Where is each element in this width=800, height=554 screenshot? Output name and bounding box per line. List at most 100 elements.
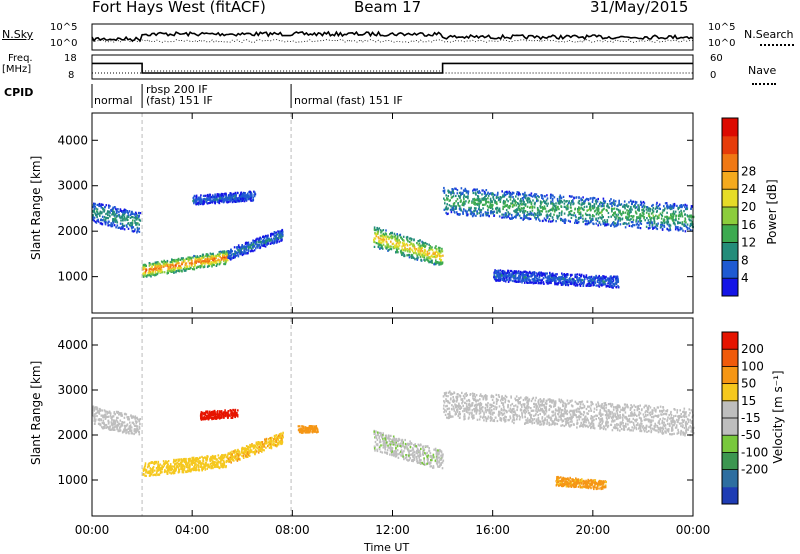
echo-cell: [629, 219, 631, 222]
echo-cell: [601, 202, 603, 205]
echo-cell: [463, 198, 465, 201]
echo-cell: [513, 270, 516, 273]
echo-cell: [406, 235, 409, 239]
echo-cell: [608, 206, 610, 209]
echo-cell: [200, 463, 202, 466]
echo-cell: [160, 269, 163, 272]
echo-cell: [653, 220, 656, 223]
echo-cell: [543, 199, 545, 203]
echo-cell: [530, 194, 532, 197]
echo-cell: [415, 252, 417, 255]
echo-cell: [101, 211, 103, 214]
echo-cell: [672, 210, 675, 213]
echo-cell: [555, 280, 557, 283]
echo-cell: [629, 199, 632, 202]
echo-cell: [651, 211, 654, 214]
echo-cell: [118, 226, 121, 229]
echo-cell: [233, 253, 235, 256]
echo-cell: [395, 251, 397, 254]
echo-cell: [575, 196, 578, 199]
power-echo-region-3: [192, 190, 257, 206]
echo-cell: [638, 207, 640, 210]
echo-cell: [562, 277, 565, 280]
echo-cell: [180, 464, 183, 467]
echo-cell: [643, 206, 645, 209]
echo-cell: [451, 190, 453, 193]
echo-cell: [528, 201, 531, 204]
echo-cell: [516, 193, 518, 196]
echo-cell: [567, 282, 569, 286]
echo-cell: [658, 207, 660, 210]
echo-cell: [639, 221, 641, 225]
echo-cell: [679, 226, 682, 229]
echo-cell: [631, 208, 633, 211]
echo-cell: [613, 199, 615, 202]
echo-cell: [413, 246, 416, 249]
echo-cell: [616, 224, 618, 227]
power-colorbar-tick-label-0: 4: [741, 271, 749, 285]
echo-cell: [550, 220, 552, 223]
echo-cell: [115, 219, 118, 222]
nsky-label: N.Sky: [2, 28, 34, 41]
echo-cell: [607, 211, 610, 215]
echo-cell: [576, 273, 579, 276]
power-echo-region-6: [493, 269, 620, 289]
echo-cell: [526, 199, 528, 202]
echo-cell: [103, 209, 106, 212]
echo-cell: [558, 276, 560, 279]
echo-cell: [518, 192, 520, 195]
echo-cell: [138, 433, 141, 436]
echo-cell: [264, 245, 267, 248]
echo-cell: [571, 273, 573, 276]
echo-cell: [397, 242, 400, 245]
echo-cell: [129, 216, 132, 219]
echo-cell: [538, 280, 540, 283]
echo-cell: [532, 271, 535, 274]
echo-cell: [586, 209, 588, 212]
echo-cell: [242, 198, 245, 201]
echo-cell: [537, 282, 540, 285]
echo-cell: [614, 200, 617, 203]
echo-cell: [617, 286, 620, 289]
echo-cell: [277, 238, 279, 241]
echo-cell: [483, 190, 486, 193]
echo-cell: [379, 237, 382, 240]
echo-cell: [187, 260, 190, 263]
echo-cell: [503, 216, 506, 219]
echo-cell: [539, 282, 541, 285]
echo-cell: [553, 278, 556, 282]
echo-cell: [509, 205, 512, 208]
echo-cell: [238, 246, 241, 249]
echo-cell: [519, 193, 522, 196]
echo-cell: [538, 218, 540, 221]
echo-cell: [602, 280, 604, 283]
echo-cell: [396, 251, 399, 254]
echo-cell: [549, 279, 551, 282]
echo-cell: [404, 249, 407, 252]
echo-cell: [242, 192, 244, 195]
echo-cell: [115, 215, 118, 218]
echo-cell: [623, 200, 626, 203]
echo-cell: [116, 221, 119, 224]
echo-cell: [113, 428, 116, 431]
echo-cell: [254, 192, 256, 195]
echo-cell: [460, 193, 463, 196]
echo-cell: [186, 268, 188, 271]
echo-cell: [500, 270, 503, 273]
echo-cell: [607, 282, 609, 285]
echo-cell: [425, 258, 427, 261]
echo-cell: [209, 460, 212, 463]
echo-cell: [222, 464, 224, 467]
echo-cell: [163, 259, 165, 262]
echo-cell: [637, 220, 639, 223]
echo-cell: [424, 241, 427, 245]
echo-cell: [583, 202, 585, 205]
echo-cell: [545, 210, 547, 213]
echo-cell: [602, 215, 604, 219]
echo-cell: [497, 199, 500, 202]
echo-cell: [95, 210, 98, 213]
echo-cell: [508, 271, 511, 275]
echo-cell: [579, 211, 582, 214]
echo-cell: [621, 217, 624, 220]
echo-cell: [525, 278, 527, 281]
